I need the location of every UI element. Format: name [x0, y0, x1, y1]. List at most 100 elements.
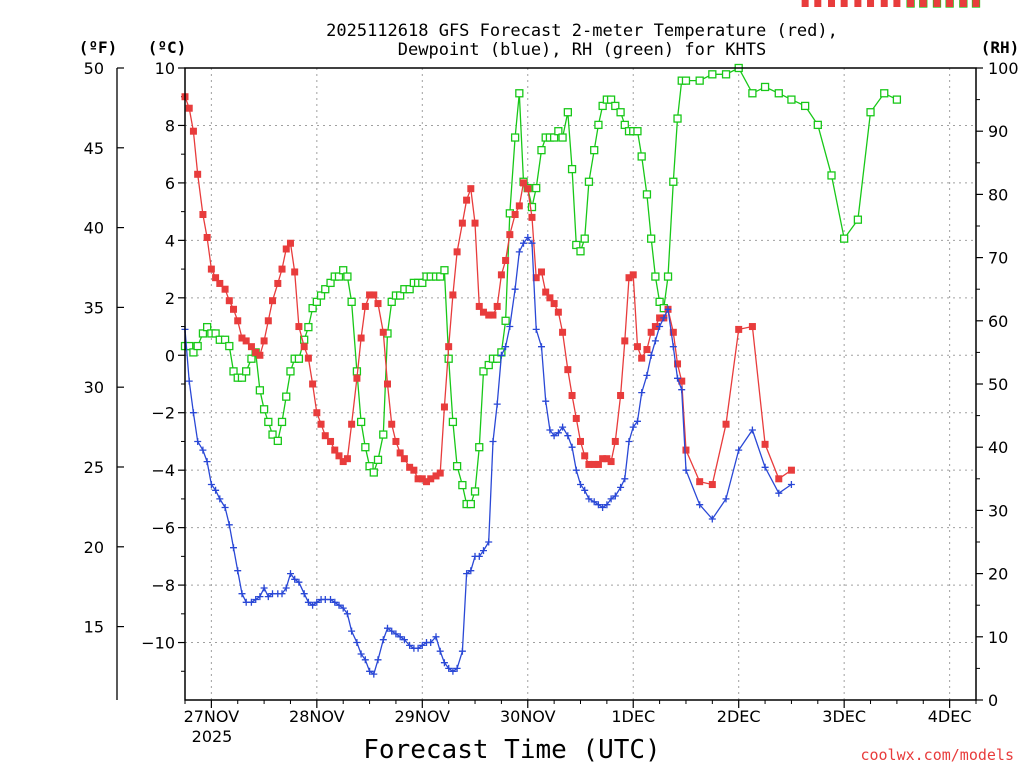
dewpoint-point: [497, 351, 505, 359]
temperature-point: [221, 285, 229, 293]
temperature-point: [761, 440, 769, 448]
temperature-point: [295, 323, 303, 331]
temperature-point: [383, 380, 391, 388]
temperature-point: [682, 446, 690, 454]
temperature-point: [946, 0, 954, 7]
dewpoint-point: [331, 598, 339, 606]
dewpoint-point: [199, 446, 207, 454]
temperature-point: [392, 437, 400, 445]
plot-frame: [184, 67, 977, 701]
credit-label: coolwx.com/models: [860, 746, 1014, 764]
temperature-point: [396, 449, 404, 457]
temperature-point: [537, 268, 545, 276]
celsius-tick-label: −4: [151, 461, 175, 480]
rh-point: [748, 89, 757, 98]
rh-point: [515, 89, 524, 98]
temperature-point: [594, 460, 602, 468]
dewpoint-point: [278, 590, 286, 598]
rh-point: [853, 215, 863, 224]
x-axis-label: Forecast Time (UTC): [363, 735, 660, 765]
temperature-point: [300, 343, 308, 351]
dewpoint-point: [370, 670, 378, 678]
rh-point: [655, 297, 664, 306]
temperature-point: [577, 437, 584, 445]
rh-point: [294, 354, 304, 363]
rh-point: [501, 316, 510, 325]
dewpoint-point: [207, 481, 215, 488]
temperature-point: [546, 294, 554, 302]
celsius-tick-label: 2: [165, 289, 175, 308]
fahrenheit-unit-label: (ºF): [79, 38, 118, 57]
dewpoint-point: [722, 495, 730, 503]
temperature-point: [212, 274, 220, 282]
temperature-point: [748, 323, 756, 331]
rh-point: [681, 76, 691, 85]
chart-title-line2: Dewpoint (blue), RH (green) for KHTS: [398, 40, 766, 60]
temperature-point: [511, 211, 519, 219]
dewpoint-point: [313, 598, 321, 606]
rh-tick-label: 30: [988, 501, 1008, 520]
dewpoint-point: [708, 515, 716, 523]
rh-point: [229, 367, 238, 376]
dewpoint-point: [458, 647, 466, 655]
temperature-point: [449, 291, 457, 299]
dewpoint-point: [234, 567, 242, 575]
temperature-point: [194, 170, 202, 178]
dewpoint-point: [374, 656, 382, 664]
dewpoint-point: [550, 432, 558, 440]
temperature-point: [506, 231, 514, 239]
rh-point: [189, 348, 198, 357]
dewpoint-point: [445, 664, 453, 672]
rh-point: [880, 89, 889, 98]
dewpoint-point: [564, 432, 572, 440]
dewpoint-point: [388, 627, 396, 635]
temperature-point: [436, 469, 444, 477]
dewpoint-point: [300, 590, 308, 598]
date-label: 1DEC: [611, 707, 655, 726]
rh-point: [695, 76, 704, 85]
dewpoint-point: [581, 486, 589, 494]
rh-point: [611, 101, 620, 111]
rh-point: [620, 120, 629, 130]
temperature-point: [406, 463, 414, 471]
rh-point: [787, 95, 796, 104]
dewpoint-point: [225, 521, 233, 529]
dewpoint-point: [264, 593, 272, 601]
dewpoint-point: [568, 443, 576, 451]
rh-point: [800, 101, 810, 111]
temperature-point: [453, 248, 461, 256]
temperature-point: [568, 391, 576, 399]
dewpoint-point: [625, 438, 633, 445]
temperature-point: [590, 460, 598, 468]
temperature-point: [559, 328, 567, 336]
dewpoint-point: [617, 483, 625, 491]
rh-point: [475, 443, 484, 452]
dewpoint-point: [212, 486, 220, 494]
dewpoint-point: [247, 598, 255, 606]
celsius-tick-label: −6: [151, 519, 175, 538]
rh-point: [361, 443, 370, 452]
rh-tick-label: 0: [988, 691, 998, 710]
temperature-point: [919, 0, 927, 7]
dewpoint-point: [647, 351, 655, 359]
fahrenheit-axis: 15 20 25 30 35 40 45 50: [84, 59, 124, 700]
temperature-point: [581, 452, 589, 460]
dewpoint-point: [432, 633, 440, 641]
rh-point: [436, 272, 445, 281]
dewpoint-point: [515, 248, 523, 256]
rh-point: [532, 183, 541, 193]
temperature-point: [274, 279, 282, 287]
temperature-point: [515, 202, 523, 210]
temperature-point: [599, 455, 607, 463]
dewpoint-point: [295, 578, 303, 586]
rh-point: [198, 329, 208, 338]
dewpoint-point: [528, 239, 536, 247]
dewpoint-point: [287, 570, 294, 578]
rh-point: [651, 272, 660, 281]
dewpoint-point: [577, 481, 584, 488]
rh-point: [440, 266, 449, 275]
dewpoint-point: [546, 426, 554, 434]
rh-point: [721, 70, 731, 79]
rh-point: [510, 133, 520, 142]
celsius-axis: −10 −8 −6 −4 −2 0 2 4 6 8 10: [141, 59, 185, 672]
